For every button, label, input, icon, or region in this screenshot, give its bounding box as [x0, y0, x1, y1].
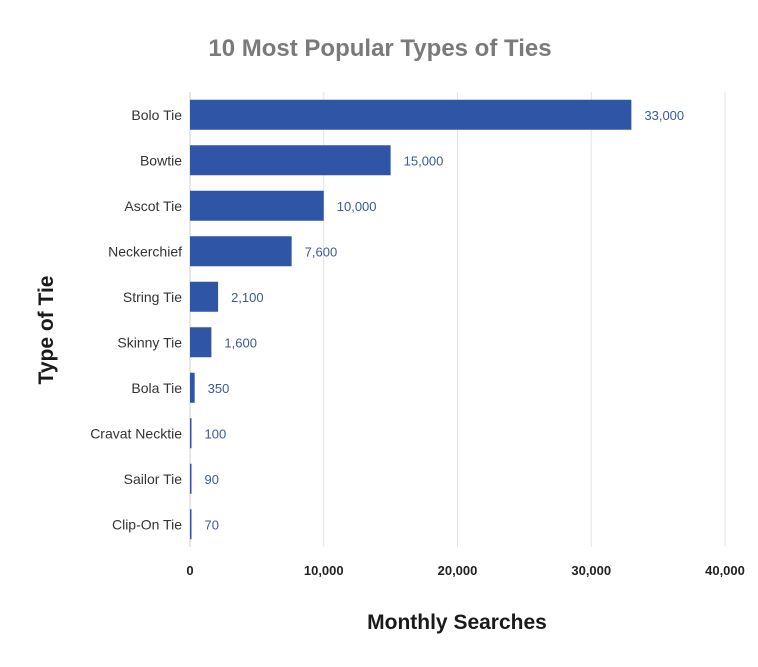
- data-labels: 33,000 15,000 10,000 7,600 2,100 1,600 350 100 9…: [205, 108, 685, 533]
- category-labels: Bolo Tie Bowtie Ascot Tie Neckerchief String…: [90, 107, 182, 533]
- x-axis-title: Monthly Searches: [367, 611, 547, 634]
- category-label: Sailor Tie: [124, 471, 183, 487]
- bars: [190, 99, 632, 540]
- category-label: Cravat Necktie: [90, 425, 182, 441]
- bar: [190, 145, 391, 176]
- x-tick-label: 0: [186, 563, 193, 578]
- data-label: 33,000: [644, 108, 684, 123]
- data-label: 70: [205, 517, 219, 532]
- category-label: Clip-On Tie: [112, 516, 182, 532]
- bar: [190, 372, 195, 403]
- x-tick-label: 20,000: [438, 563, 478, 578]
- data-label: 350: [208, 381, 230, 396]
- data-label: 100: [205, 426, 227, 441]
- chart-title: 10 Most Popular Types of Ties: [208, 35, 551, 62]
- bar: [190, 236, 292, 267]
- bar: [190, 327, 212, 358]
- bar: [190, 190, 324, 221]
- data-label: 7,600: [305, 244, 338, 259]
- data-label: 1,600: [224, 335, 257, 350]
- bar: [190, 463, 192, 494]
- data-label: 2,100: [231, 290, 264, 305]
- category-label: Bowtie: [140, 152, 182, 168]
- category-label: Neckerchief: [108, 243, 182, 259]
- data-label: 15,000: [404, 153, 444, 168]
- bar: [190, 281, 219, 312]
- category-label: Skinny Tie: [117, 334, 182, 350]
- y-axis-title: Type of Tie: [35, 276, 58, 385]
- x-tick-label: 10,000: [304, 563, 344, 578]
- bar: [190, 418, 192, 449]
- data-label: 90: [205, 472, 219, 487]
- bar: [190, 99, 632, 130]
- data-label: 10,000: [337, 199, 377, 214]
- category-label: Bola Tie: [131, 380, 182, 396]
- category-label: String Tie: [123, 289, 182, 305]
- category-label: Ascot Tie: [124, 198, 182, 214]
- category-label: Bolo Tie: [131, 107, 182, 123]
- x-tick-labels: 0 10,000 20,000 30,000 40,000: [186, 563, 745, 578]
- x-tick-label: 40,000: [705, 563, 745, 578]
- x-tick-label: 30,000: [571, 563, 611, 578]
- bar: [190, 509, 192, 540]
